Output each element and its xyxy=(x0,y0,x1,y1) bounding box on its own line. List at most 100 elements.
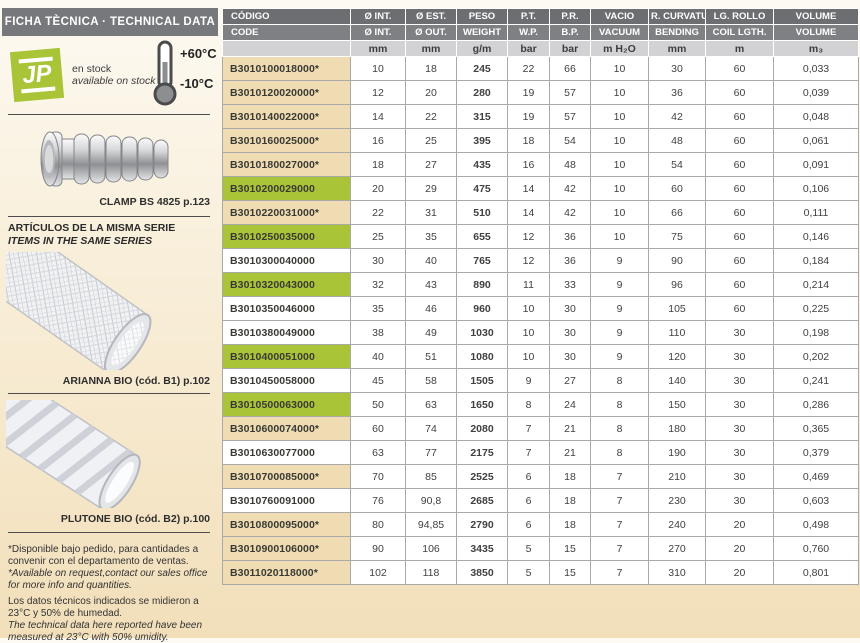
jp-brand-logo: JP xyxy=(9,47,65,103)
header-cell: Ø INT. xyxy=(350,24,406,41)
value-cell: 18 xyxy=(350,152,406,177)
product-code-cell: B3010400051000 xyxy=(222,344,351,369)
value-cell: 50 xyxy=(350,392,406,417)
value-cell: 30 xyxy=(549,344,591,369)
value-cell: 7 xyxy=(507,440,550,465)
value-cell: 7 xyxy=(507,416,550,441)
value-cell: 43 xyxy=(405,272,457,297)
product-code-cell: B3010200029000 xyxy=(222,176,351,201)
page-title: FICHA TÈCNICA · TECHNICAL DATA xyxy=(2,8,218,36)
value-cell: 435 xyxy=(456,152,508,177)
value-cell: 5 xyxy=(507,560,550,585)
value-cell: 3850 xyxy=(456,560,508,585)
header-cell: WEIGHT xyxy=(456,24,508,41)
table-row: B3010300040000 30 40 765 12 36 9 90 60 0,184 xyxy=(222,248,859,273)
value-cell: 7 xyxy=(590,560,649,585)
value-cell: 20 xyxy=(405,80,457,105)
product-code-cell: B3010800095000* xyxy=(222,512,351,537)
value-cell: 48 xyxy=(648,128,706,153)
value-cell: 1650 xyxy=(456,392,508,417)
header-cell: P.T. xyxy=(507,8,550,25)
footnote-available-on-request: *Disponible bajo pedido, para cantidades… xyxy=(8,544,208,591)
value-cell: 0,286 xyxy=(773,392,859,417)
technical-data-table: CÓDIGO Ø INT. Ø EST. PESO P.T. P.R. VACIO R. CU… xyxy=(222,8,859,585)
value-cell: 19 xyxy=(507,80,550,105)
value-cell: 32 xyxy=(350,272,406,297)
product-code-cell: B3010700085000* xyxy=(222,464,351,489)
value-cell: 30 xyxy=(705,344,774,369)
table-row: B3011020118000* 102 118 3850 5 15 7 310 20 0,801 xyxy=(222,560,859,585)
value-cell: 63 xyxy=(350,440,406,465)
product-code-cell: B3010120020000* xyxy=(222,80,351,105)
value-cell: 10 xyxy=(590,224,649,249)
header-cell: mm xyxy=(405,40,457,57)
product-code-cell: B3010600074000* xyxy=(222,416,351,441)
value-cell: 7 xyxy=(590,488,649,513)
divider xyxy=(8,216,210,217)
table-row: B3010180027000* 18 27 435 16 48 10 54 60 0,091 xyxy=(222,152,859,177)
header-cell: mm xyxy=(350,40,406,57)
value-cell: 30 xyxy=(705,464,774,489)
product-code-cell: B3010140022000* xyxy=(222,104,351,129)
table-row: B3010250035000 25 35 655 12 36 10 75 60 0,146 xyxy=(222,224,859,249)
value-cell: 120 xyxy=(648,344,706,369)
value-cell: 1080 xyxy=(456,344,508,369)
value-cell: 0,202 xyxy=(773,344,859,369)
clamp-fitting-photo xyxy=(40,131,169,187)
value-cell: 33 xyxy=(549,272,591,297)
value-cell: 22 xyxy=(405,104,457,129)
value-cell: 19 xyxy=(507,104,550,129)
header-cell: VOLUME xyxy=(773,24,859,41)
value-cell: 0,048 xyxy=(773,104,859,129)
table-row: B3010630077000 63 77 2175 7 21 8 190 30 0,379 xyxy=(222,440,859,465)
value-cell: 29 xyxy=(405,176,457,201)
value-cell: 36 xyxy=(549,248,591,273)
value-cell: 60 xyxy=(705,296,774,321)
value-cell: 54 xyxy=(648,152,706,177)
value-cell: 14 xyxy=(507,176,550,201)
value-cell: 6 xyxy=(507,464,550,489)
value-cell: 60 xyxy=(705,176,774,201)
value-cell: 10 xyxy=(350,56,406,81)
value-cell: 85 xyxy=(405,464,457,489)
value-cell: 36 xyxy=(549,224,591,249)
product-code-cell: B3010220031000* xyxy=(222,200,351,225)
value-cell: 25 xyxy=(350,224,406,249)
value-cell: 20 xyxy=(705,536,774,561)
table-row: B3010350046000 35 46 960 10 30 9 105 60 0,225 xyxy=(222,296,859,321)
product-code-cell: B3010380049000 xyxy=(222,320,351,345)
value-cell: 51 xyxy=(405,344,457,369)
value-cell: 0,184 xyxy=(773,248,859,273)
value-cell: 0,091 xyxy=(773,152,859,177)
value-cell: 140 xyxy=(648,368,706,393)
value-cell: 60 xyxy=(705,248,774,273)
value-cell: 12 xyxy=(507,248,550,273)
header-cell: BENDING xyxy=(648,24,706,41)
header-cell: COIL LGTH. xyxy=(705,24,774,41)
value-cell: 63 xyxy=(405,392,457,417)
header-cell: P.R. xyxy=(549,8,591,25)
value-cell: 60 xyxy=(705,152,774,177)
header-row: mm mm g/m bar bar m H₂O mm m m₃ xyxy=(222,40,859,57)
value-cell: 42 xyxy=(549,200,591,225)
value-cell: 20 xyxy=(705,512,774,537)
value-cell: 106 xyxy=(405,536,457,561)
value-cell: 2525 xyxy=(456,464,508,489)
value-cell: 10 xyxy=(507,344,550,369)
header-cell: CÓDIGO xyxy=(222,8,351,25)
value-cell: 210 xyxy=(648,464,706,489)
value-cell: 18 xyxy=(507,128,550,153)
product-code-cell: B3010630077000 xyxy=(222,440,351,465)
value-cell: 0,033 xyxy=(773,56,859,81)
product-code-cell: B3010100018000* xyxy=(222,56,351,81)
footnote-measurement-conditions: Los datos técnicos indicados se midieron… xyxy=(8,596,203,643)
value-cell: 57 xyxy=(549,104,591,129)
value-cell: 66 xyxy=(648,200,706,225)
product-code-cell: B3010350046000 xyxy=(222,296,351,321)
fitting-caption: CLAMP BS 4825 p.123 xyxy=(99,196,210,208)
value-cell: 9 xyxy=(590,248,649,273)
header-cell: VACIO xyxy=(590,8,649,25)
table-row: B3010200029000 20 29 475 14 42 10 60 60 0,106 xyxy=(222,176,859,201)
value-cell: 60 xyxy=(350,416,406,441)
value-cell: 0,379 xyxy=(773,440,859,465)
